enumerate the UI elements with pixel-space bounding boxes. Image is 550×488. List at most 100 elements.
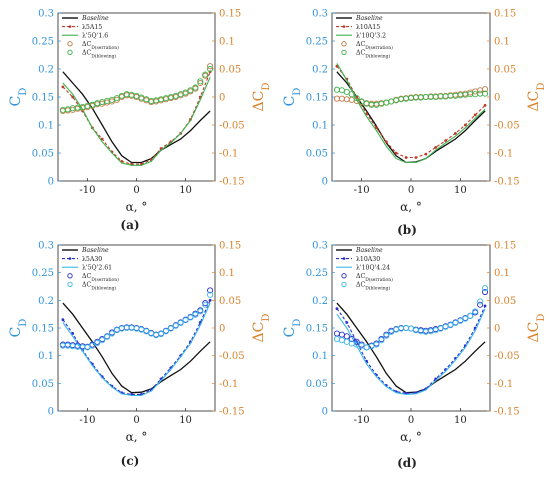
legend-swatch: [67, 281, 73, 288]
legend-swatch-marker: [342, 25, 346, 28]
legend-label: ΔCD(blowing): [82, 282, 116, 292]
data-point: [477, 90, 484, 97]
data-point: [462, 315, 469, 322]
y-right-axis-label: ΔCD: [251, 83, 272, 112]
legend-label: ΔCD(blowing): [356, 282, 390, 292]
data-point: [94, 339, 101, 346]
y-left-tick-label: 0.15: [32, 93, 54, 104]
data-point: [157, 331, 165, 338]
series-marker: [71, 332, 75, 335]
x-tick-label: -10: [79, 185, 95, 196]
series-1: [61, 70, 212, 166]
y-right-axis-label: ΔCD: [526, 83, 547, 112]
y-left-tick-label: 0.3: [312, 241, 328, 252]
y-right-tick-label: 0.05: [219, 296, 241, 307]
data-point: [162, 328, 169, 335]
series-marker: [483, 304, 487, 308]
data-point: [338, 337, 345, 344]
data-point: [373, 341, 380, 348]
y-left-tick-label: 0.1: [312, 351, 328, 362]
data-point: [202, 71, 209, 78]
series-line: [336, 308, 486, 395]
series-1: [335, 64, 487, 159]
y-left-axis-label: CD: [282, 88, 303, 107]
data-point: [207, 287, 214, 294]
data-point: [202, 300, 209, 307]
x-tick-label: -10: [354, 185, 370, 196]
data-point: [192, 84, 199, 91]
series-line: [336, 71, 486, 164]
legend-swatch: [341, 41, 347, 47]
y-left-tick-label: 0.2: [312, 296, 328, 307]
series-line: [62, 302, 211, 397]
y-left-tick-label: 0.05: [306, 379, 328, 390]
series-4: [333, 285, 489, 351]
data-point: [422, 93, 429, 101]
y-right-tick-label: 0.1: [219, 37, 235, 48]
y-right-tick-label: 0.15: [494, 9, 516, 20]
series-4: [59, 65, 214, 113]
data-point: [197, 308, 204, 315]
y-right-tick-label: 0.05: [494, 296, 516, 307]
y-right-tick-label: 0: [494, 324, 500, 335]
y-left-tick-label: 0.25: [32, 37, 54, 48]
legend-swatch-marker: [68, 25, 72, 28]
series-3: [59, 287, 214, 350]
legend-label: λ'5Q'1.6: [82, 32, 108, 39]
legend-label: ΔCD(serration): [82, 41, 119, 51]
y-left-tick-label: 0.05: [32, 379, 54, 390]
y-left-tick-label: 0.25: [306, 268, 328, 279]
data-point: [378, 337, 385, 344]
data-point: [472, 308, 479, 315]
data-point: [482, 288, 489, 296]
x-axis-label: α, °: [400, 200, 422, 214]
series-marker: [404, 156, 408, 159]
data-point: [348, 91, 355, 98]
data-point: [477, 298, 484, 305]
x-axis-label: α, °: [126, 200, 148, 214]
data-point: [167, 325, 174, 332]
y-right-tick-label: -0.1: [219, 379, 238, 390]
y-right-tick-label: -0.05: [494, 351, 520, 362]
series-0: [336, 71, 486, 164]
y-left-axis-label: CD: [282, 319, 303, 338]
y-left-tick-label: 0.25: [32, 268, 54, 279]
series-4: [59, 291, 214, 351]
legend-swatch: [341, 49, 347, 56]
series-line: [62, 77, 211, 166]
data-point: [388, 98, 395, 105]
y-right-tick-label: 0: [219, 93, 225, 104]
series-marker: [473, 113, 477, 117]
data-point: [348, 336, 355, 343]
data-point: [358, 98, 365, 105]
panel-label: (c): [121, 454, 140, 468]
data-point: [482, 285, 489, 292]
series-marker: [444, 139, 447, 143]
data-point: [177, 319, 184, 327]
series-line: [62, 71, 211, 164]
y-right-tick-label: -0.1: [219, 149, 238, 160]
y-right-tick-label: 0.1: [494, 37, 510, 48]
series-4: [333, 86, 489, 108]
x-axis-label: α, °: [126, 430, 148, 444]
series-1: [61, 298, 212, 396]
data-point: [99, 337, 106, 344]
series-marker: [335, 307, 339, 311]
y-right-tick-label: 0: [219, 324, 225, 335]
data-point: [343, 96, 350, 103]
legend-swatch-marker: [342, 257, 346, 260]
data-point: [333, 336, 340, 343]
series-0: [336, 302, 486, 394]
y-left-tick-label: 0: [322, 177, 328, 188]
series-marker: [483, 104, 487, 107]
legend-label: ΔCD(blowing): [82, 50, 116, 60]
y-right-tick-label: -0.05: [494, 121, 520, 132]
legend-label: λ'5Q'2.61: [82, 264, 112, 271]
data-point: [207, 291, 214, 298]
data-point: [202, 301, 209, 308]
data-point: [187, 87, 194, 94]
data-point: [192, 311, 199, 318]
